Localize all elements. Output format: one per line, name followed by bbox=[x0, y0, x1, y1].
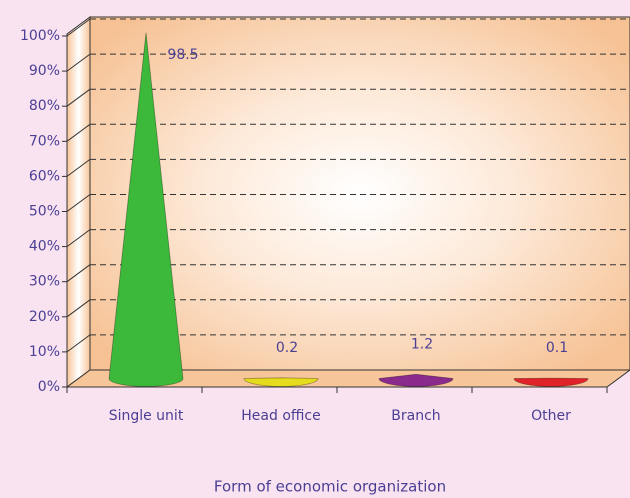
side-wall bbox=[66, 16, 91, 388]
y-tick-label: 40% bbox=[29, 239, 60, 255]
value-label: 0.1 bbox=[546, 340, 568, 356]
x-tick-label: Single unit bbox=[109, 408, 184, 424]
grid-line-side bbox=[66, 88, 91, 107]
value-label: 98.5 bbox=[167, 47, 198, 63]
back-wall bbox=[89, 16, 630, 371]
value-label: 0.2 bbox=[276, 340, 298, 356]
x-tick-label: Other bbox=[531, 408, 571, 424]
y-tick-label: 30% bbox=[29, 274, 60, 290]
grid-line-side bbox=[66, 123, 91, 142]
y-tick-label: 20% bbox=[29, 309, 60, 325]
grid-line-side bbox=[66, 229, 91, 248]
value-label: 1.2 bbox=[411, 336, 433, 352]
grid bbox=[62, 18, 630, 393]
y-tick-label: 60% bbox=[29, 168, 60, 184]
y-tick-label: 0% bbox=[38, 379, 60, 395]
grid-line-side bbox=[66, 334, 91, 353]
grid-line-side bbox=[66, 299, 91, 318]
y-tick-label: 80% bbox=[29, 98, 60, 114]
x-axis-label: Form of economic organization bbox=[214, 478, 446, 496]
x-tick-label: Branch bbox=[391, 408, 440, 424]
grid-line-side bbox=[66, 158, 91, 177]
y-tick-label: 90% bbox=[29, 63, 60, 79]
grid-line-side bbox=[66, 264, 91, 283]
grid-line-side bbox=[66, 53, 91, 72]
cone bbox=[108, 32, 184, 387]
y-tick-label: 70% bbox=[29, 133, 60, 149]
grid-line-side bbox=[66, 18, 91, 37]
cone bbox=[243, 377, 319, 387]
cone bbox=[513, 377, 589, 387]
cone bbox=[378, 373, 454, 387]
marks: 98.5 0.2 1.2 0.1 bbox=[108, 32, 589, 387]
grid-line-side bbox=[66, 194, 91, 212]
y-tick-label: 50% bbox=[29, 204, 60, 220]
x-tick-label: Head office bbox=[241, 408, 320, 424]
y-tick-label: 10% bbox=[29, 344, 60, 360]
y-tick-label: 100% bbox=[20, 28, 60, 44]
